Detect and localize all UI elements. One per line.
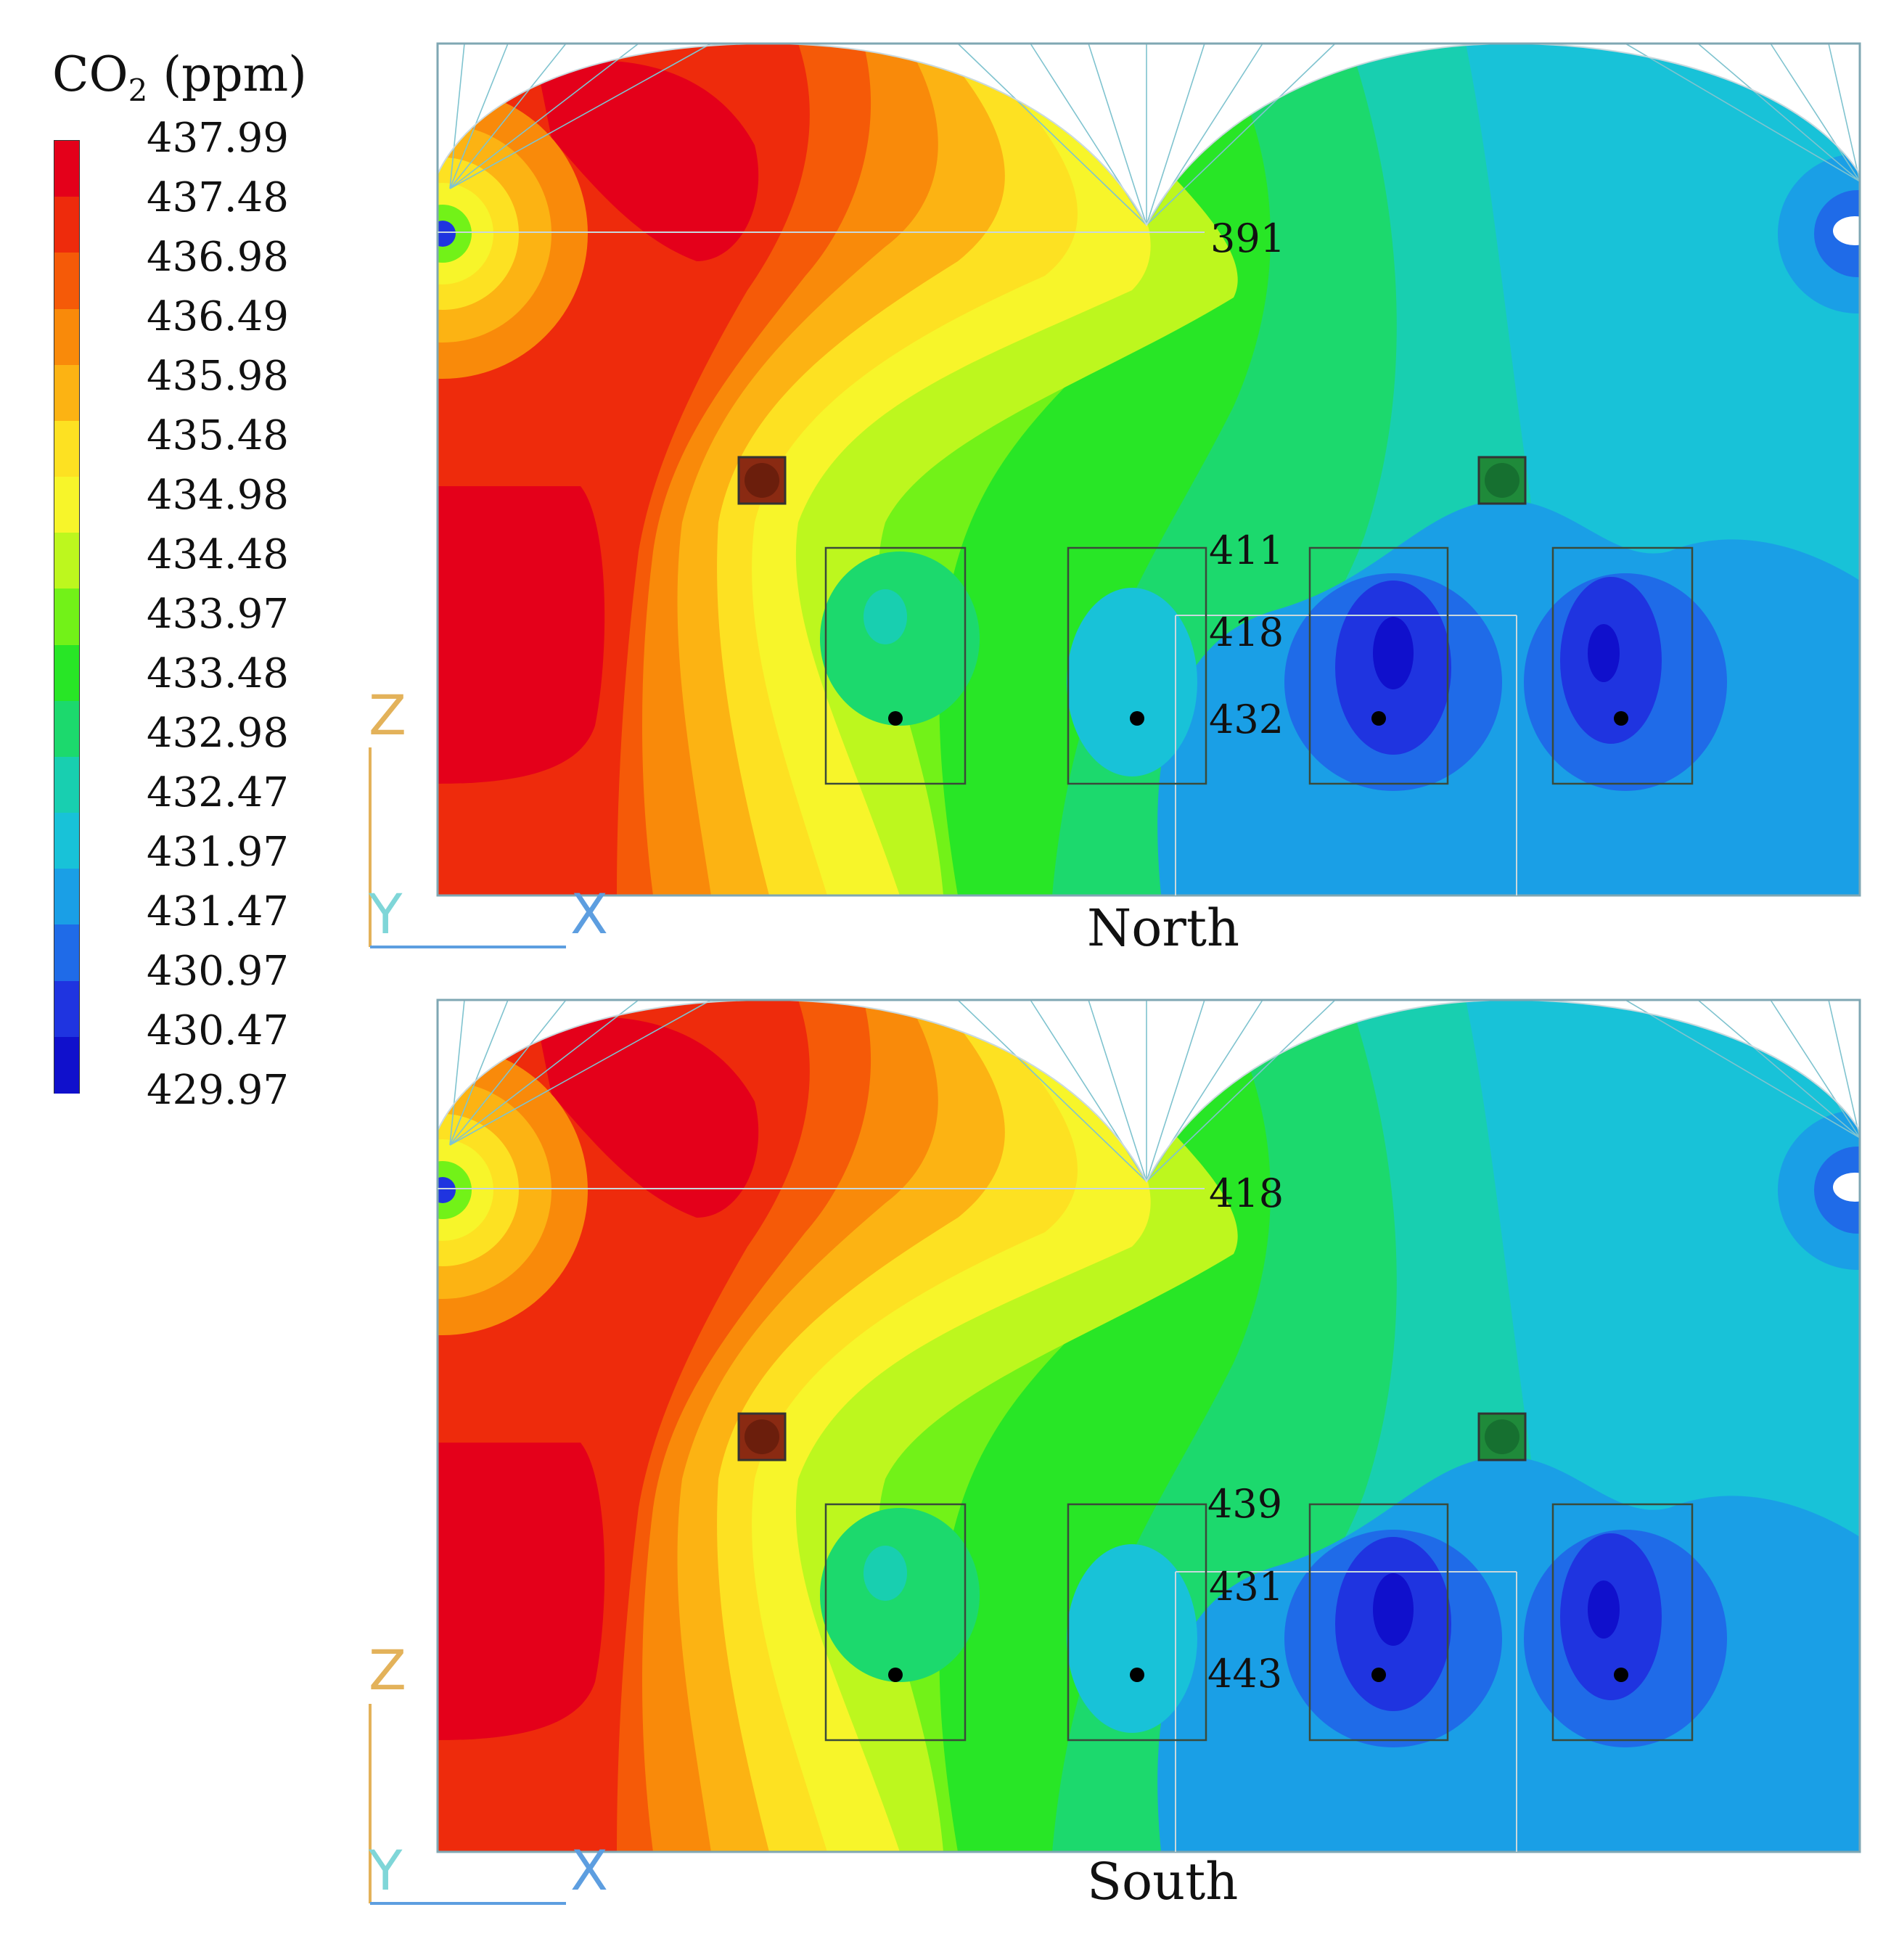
legend-title-unit: (ppm) — [147, 46, 307, 102]
south-contour-plot — [0, 956, 1899, 1960]
legend-color-segment — [54, 253, 79, 310]
north-panel: 391 411 418 432 Z Y X North — [0, 0, 1899, 965]
north-axis-z-label: Z — [369, 683, 407, 747]
north-probe-label-4: 432 — [1209, 697, 1284, 742]
legend-color-segment — [54, 589, 79, 646]
south-probe-label-1: 418 — [1209, 1170, 1284, 1216]
legend-value-label: 437.99 — [147, 115, 289, 162]
south-axis-y-label: Y — [369, 1838, 403, 1903]
north-probe-label-1: 391 — [1210, 216, 1286, 261]
south-axis-z-label: Z — [369, 1638, 407, 1702]
legend-value-label: 430.47 — [147, 1007, 289, 1054]
legend-color-segment — [54, 924, 79, 982]
legend-title-subscript: 2 — [128, 73, 148, 108]
south-axis-x-label: X — [570, 1838, 609, 1903]
legend-color-segment — [54, 980, 79, 1038]
legend-value-label: 429.97 — [147, 1067, 289, 1114]
legend-color-segment — [54, 308, 79, 366]
legend-color-bar — [54, 140, 80, 1094]
south-panel: 418 439 431 443 Z Y X South — [0, 956, 1899, 1960]
legend-value-label: 437.48 — [147, 174, 289, 221]
north-axis-x-label: X — [570, 882, 609, 946]
legend-color-segment — [54, 700, 79, 758]
legend-color-segment — [54, 756, 79, 814]
legend-color-segment — [54, 141, 79, 198]
north-contour-plot — [0, 0, 1899, 965]
south-probe-label-3: 431 — [1209, 1564, 1284, 1610]
legend-color-segment — [54, 364, 79, 422]
legend-color-segment — [54, 1036, 79, 1094]
legend-color-segment — [54, 869, 79, 926]
legend-value-label: 433.97 — [147, 591, 289, 638]
south-contour-field — [298, 1000, 1899, 1903]
north-axis-y-label: Y — [369, 882, 403, 946]
legend-value-label: 430.97 — [147, 948, 289, 995]
legend-title-main: CO — [52, 46, 128, 102]
legend-value-label: 434.98 — [147, 472, 289, 519]
north-probe-label-2: 411 — [1209, 528, 1284, 573]
north-panel-caption: North — [1087, 898, 1240, 958]
legend-value-label: 431.97 — [147, 829, 289, 876]
legend-color-segment — [54, 420, 79, 478]
legend-color-segment — [54, 644, 79, 702]
legend-value-label: 432.47 — [147, 769, 289, 816]
legend-title: CO2 (ppm) — [52, 46, 307, 108]
south-probe-label-2: 439 — [1207, 1481, 1283, 1527]
south-probe-label-4: 443 — [1207, 1651, 1283, 1697]
legend-color-segment — [54, 533, 79, 590]
legend-value-label: 433.48 — [147, 650, 289, 697]
legend-value-label: 435.48 — [147, 412, 289, 459]
legend-color-segment — [54, 477, 79, 534]
legend-value-label: 434.48 — [147, 531, 289, 578]
north-probe-label-3: 418 — [1209, 610, 1284, 655]
south-panel-caption: South — [1087, 1852, 1239, 1911]
legend-color-segment — [54, 813, 79, 870]
legend-value-label: 436.49 — [147, 293, 289, 340]
north-contour-field — [298, 44, 1899, 947]
legend-value-label: 436.98 — [147, 234, 289, 281]
legend-value-label: 432.98 — [147, 710, 289, 757]
legend-value-label: 435.98 — [147, 353, 289, 400]
legend-value-label: 431.47 — [147, 888, 289, 935]
legend-color-segment — [54, 197, 79, 254]
